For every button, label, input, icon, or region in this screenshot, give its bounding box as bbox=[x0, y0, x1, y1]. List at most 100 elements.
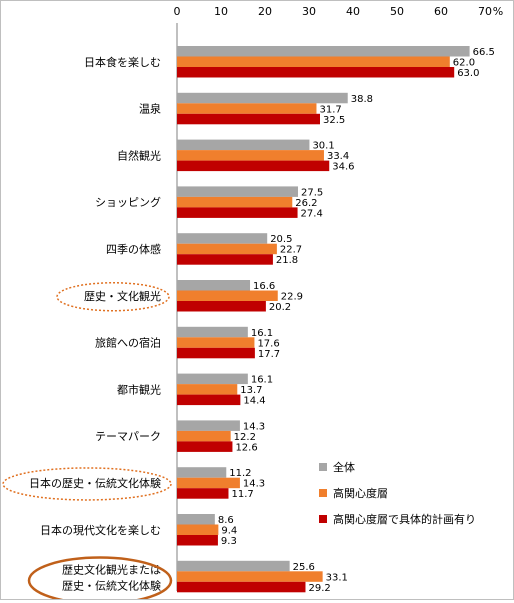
bar bbox=[177, 477, 240, 489]
unit-label: % bbox=[493, 5, 503, 18]
data-label: 32.5 bbox=[323, 115, 345, 126]
data-label: 27.5 bbox=[301, 187, 323, 198]
bar bbox=[177, 581, 306, 593]
data-label: 14.3 bbox=[243, 421, 265, 432]
bar bbox=[177, 254, 273, 265]
data-label: 16.1 bbox=[251, 328, 273, 339]
x-tick-label: 60 bbox=[434, 5, 448, 18]
x-tick-label: 20 bbox=[258, 5, 272, 18]
data-label: 17.7 bbox=[258, 349, 280, 360]
data-label: 11.7 bbox=[231, 489, 253, 500]
data-label: 12.2 bbox=[234, 432, 256, 443]
data-label: 16.1 bbox=[251, 375, 273, 386]
category-label: 歴史・伝統文化体験 bbox=[62, 579, 161, 593]
bar bbox=[177, 420, 240, 431]
bar bbox=[177, 139, 310, 151]
bar bbox=[177, 46, 470, 57]
legend-marker bbox=[319, 515, 327, 523]
bar bbox=[177, 441, 233, 452]
data-label: 38.8 bbox=[351, 94, 373, 105]
category-label: テーマパーク bbox=[95, 430, 161, 443]
category-label: 歴史文化観光または bbox=[62, 563, 161, 577]
data-label: 29.2 bbox=[308, 583, 330, 594]
bar bbox=[177, 430, 231, 442]
category-label: 旅館への宿泊 bbox=[95, 336, 161, 350]
highlight-oval bbox=[56, 282, 170, 312]
bar bbox=[177, 326, 248, 338]
category-label: 日本の歴史・伝統文化体験 bbox=[29, 476, 161, 490]
x-tick-label: 0 bbox=[174, 5, 181, 18]
bar bbox=[177, 280, 251, 291]
data-label: 33.1 bbox=[326, 572, 348, 583]
data-label: 11.2 bbox=[229, 468, 251, 479]
legend-marker bbox=[319, 463, 327, 471]
bar bbox=[177, 233, 268, 244]
bar bbox=[177, 103, 317, 114]
legend-marker bbox=[319, 489, 327, 497]
bar bbox=[177, 160, 330, 172]
bar bbox=[177, 571, 323, 582]
x-tick-label: 30 bbox=[302, 5, 316, 18]
data-label: 25.6 bbox=[293, 562, 315, 573]
bar bbox=[177, 113, 320, 125]
data-label: 22.7 bbox=[280, 245, 302, 256]
bar bbox=[177, 150, 324, 161]
data-label: 26.2 bbox=[295, 198, 317, 209]
bar bbox=[177, 186, 298, 197]
data-label: 34.6 bbox=[332, 162, 354, 173]
category-label: 温泉 bbox=[139, 102, 161, 116]
category-label: 歴史・文化観光 bbox=[84, 289, 161, 303]
highlight-oval bbox=[2, 467, 172, 501]
bar bbox=[177, 243, 277, 255]
bar bbox=[177, 394, 241, 406]
x-tick-label: 70 bbox=[478, 5, 492, 18]
data-label: 16.6 bbox=[253, 281, 275, 292]
legend-label: 高関心度層 bbox=[333, 486, 388, 500]
data-label: 66.5 bbox=[473, 47, 495, 58]
data-label: 21.8 bbox=[276, 255, 298, 266]
data-label: 63.0 bbox=[457, 68, 479, 79]
bar bbox=[177, 92, 348, 104]
bar bbox=[177, 207, 298, 218]
bar bbox=[177, 384, 238, 395]
category-label: 四季の体感 bbox=[106, 242, 161, 256]
bar bbox=[177, 67, 455, 78]
x-tick-label: 40 bbox=[346, 5, 360, 18]
data-label: 9.4 bbox=[221, 526, 237, 537]
data-label: 8.6 bbox=[218, 515, 234, 526]
category-label: 都市観光 bbox=[117, 382, 161, 396]
data-label: 62.0 bbox=[453, 58, 475, 69]
data-label: 12.6 bbox=[235, 442, 257, 453]
legend-label: 全体 bbox=[333, 460, 355, 474]
bar bbox=[177, 535, 218, 546]
data-label: 20.5 bbox=[270, 234, 292, 245]
bar bbox=[177, 467, 227, 478]
category-label: 自然観光 bbox=[117, 148, 161, 162]
x-tick-label: 10 bbox=[214, 5, 228, 18]
bar bbox=[177, 347, 255, 359]
data-label: 9.3 bbox=[221, 536, 237, 547]
data-label: 31.7 bbox=[319, 104, 341, 115]
bar bbox=[177, 373, 248, 385]
bar bbox=[177, 524, 219, 535]
bar bbox=[177, 337, 255, 348]
data-label: 27.4 bbox=[301, 208, 323, 219]
category-label: ショッピング bbox=[95, 195, 161, 209]
data-label: 20.2 bbox=[269, 302, 291, 313]
category-label: 日本食を楽しむ bbox=[84, 55, 161, 69]
data-label: 33.4 bbox=[327, 151, 349, 162]
bar bbox=[177, 56, 450, 67]
bar bbox=[177, 196, 293, 208]
data-label: 14.3 bbox=[243, 479, 265, 490]
data-label: 14.4 bbox=[243, 396, 265, 407]
category-label: 日本の現代文化を楽しむ bbox=[40, 523, 161, 537]
data-label: 17.6 bbox=[257, 338, 279, 349]
bar bbox=[177, 488, 229, 499]
bar bbox=[177, 290, 278, 301]
bar bbox=[177, 514, 215, 525]
legend-label: 高関心度層で具体的計画有り bbox=[333, 512, 476, 526]
bar bbox=[177, 301, 266, 312]
data-label: 30.1 bbox=[312, 141, 334, 152]
